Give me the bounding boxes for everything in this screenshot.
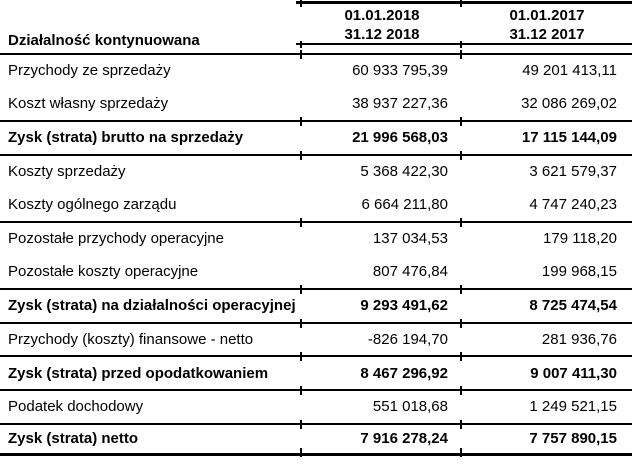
value-2017: 8 725 474,54 xyxy=(529,297,617,315)
value-2017: 199 968,15 xyxy=(541,262,617,280)
table-row: Pozostałe przychody operacyjne 137 034,5… xyxy=(0,218,632,255)
table-row: Przychody (koszty) finansowe - netto -82… xyxy=(0,318,632,356)
column-header-2017: 01.01.2017 31.12 2017 xyxy=(462,0,632,53)
table-row: Koszty sprzedaży 5 368 422,30 3 621 579,… xyxy=(0,150,632,188)
table-row-subtotal: Zysk (strata) brutto na sprzedaży 21 996… xyxy=(0,117,632,154)
value-2017: 49 201 413,11 xyxy=(522,62,617,80)
table-row: Koszt własny sprzedaży 38 937 227,36 32 … xyxy=(0,87,632,121)
header-top-border xyxy=(296,0,632,7)
row-label: Zysk (strata) na działalności operacyjne… xyxy=(8,297,296,315)
table-row: Podatek dochodowy 551 018,68 1 249 521,1… xyxy=(0,385,632,423)
value-2018: 9 293 491,62 xyxy=(360,297,448,315)
value-2017: 3 621 579,37 xyxy=(529,163,617,181)
row-label: Zysk (strata) przed opodatkowaniem xyxy=(8,364,269,382)
table-row-subtotal: Zysk (strata) przed opodatkowaniem 8 467… xyxy=(0,352,632,389)
value-2017: 7 757 890,15 xyxy=(529,430,617,448)
row-label: Koszt własny sprzedaży xyxy=(8,94,169,112)
value-2018: 8 467 296,92 xyxy=(360,364,448,382)
value-2018: 5 368 422,30 xyxy=(360,163,448,181)
row-label: Koszty ogólnego zarządu xyxy=(8,195,177,213)
period-2018-dates: 01.01.2018 31.12 2018 xyxy=(344,6,419,44)
table-row: Pozostałe koszty operacyjne 807 476,84 1… xyxy=(0,255,632,289)
border-tick xyxy=(300,448,302,458)
period-end-2017: 31.12 2017 xyxy=(509,26,585,43)
value-2018: 38 937 227,36 xyxy=(352,94,448,112)
value-2018: 7 916 278,24 xyxy=(360,430,448,448)
row-label: Pozostałe przychody operacyjne xyxy=(8,230,224,248)
period-start-2017: 01.01.2017 xyxy=(509,7,585,24)
row-label: Zysk (strata) brutto na sprzedaży xyxy=(8,129,244,147)
section-header-label: Działalność kontynuowana xyxy=(8,32,200,49)
value-2017: 179 118,20 xyxy=(543,230,617,248)
row-label: Zysk (strata) netto xyxy=(8,430,139,448)
value-2018: 21 996 568,03 xyxy=(352,129,448,147)
value-2018: 551 018,68 xyxy=(372,398,448,416)
value-2018: -826 194,70 xyxy=(367,331,448,349)
value-2017: 281 936,76 xyxy=(541,331,617,349)
table-row-total: Zysk (strata) netto 7 916 278,24 7 757 8… xyxy=(0,419,632,458)
period-2017-dates: 01.01.2017 31.12 2017 xyxy=(509,6,584,44)
value-2017: 9 007 411,30 xyxy=(530,364,617,382)
column-header-2018: 01.01.2018 31.12 2018 xyxy=(302,0,462,53)
row-label: Koszty sprzedaży xyxy=(8,163,126,181)
value-2018: 137 034,53 xyxy=(372,230,448,248)
period-start-2018: 01.01.2018 xyxy=(344,7,420,24)
value-2017: 32 086 269,02 xyxy=(521,94,617,112)
value-2018: 60 933 795,39 xyxy=(352,62,448,80)
border-tick xyxy=(460,448,462,458)
table-row: Przychody ze sprzedaży 60 933 795,39 49 … xyxy=(0,50,632,87)
row-label: Przychody (koszty) finansowe - netto xyxy=(8,331,254,349)
table-row: Koszty ogólnego zarządu 6 664 211,80 4 7… xyxy=(0,187,632,221)
value-2017: 4 747 240,23 xyxy=(529,195,617,213)
section-header-cell: Działalność kontynuowana xyxy=(0,0,302,53)
value-2017: 1 249 521,15 xyxy=(529,398,617,416)
row-label: Pozostałe koszty operacyjne xyxy=(8,262,199,280)
table-header-row: Działalność kontynuowana 01.01.2018 31.1… xyxy=(0,0,632,53)
period-end-2018: 31.12 2018 xyxy=(344,26,420,43)
value-2017: 17 115 144,09 xyxy=(521,129,617,147)
row-label: Przychody ze sprzedaży xyxy=(8,62,171,80)
value-2018: 6 664 211,80 xyxy=(361,195,448,213)
row-label: Podatek dochodowy xyxy=(8,398,144,416)
dates-underline xyxy=(296,41,632,48)
value-2018: 807 476,84 xyxy=(372,262,448,280)
table-row-subtotal: Zysk (strata) na działalności operacyjne… xyxy=(0,285,632,322)
